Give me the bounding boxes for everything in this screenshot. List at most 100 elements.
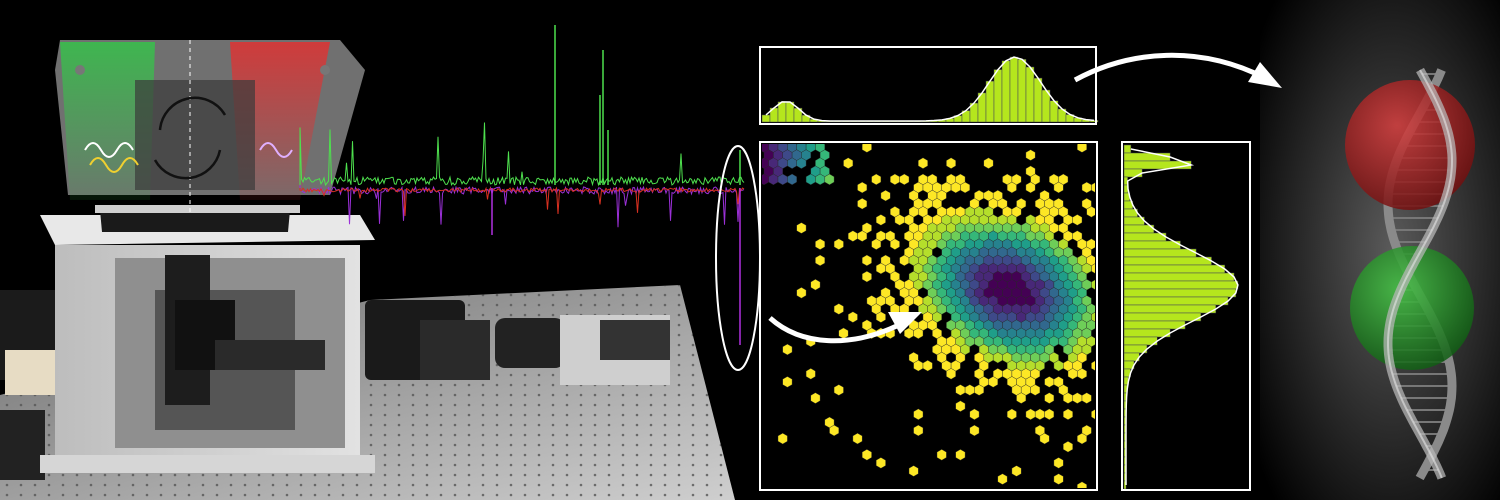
hex-bin <box>918 157 928 169</box>
hist-bar <box>1123 256 1212 266</box>
hex-bin <box>983 157 994 169</box>
hex-bin <box>824 173 835 186</box>
backbone-highlight <box>1387 69 1453 479</box>
hist-bar <box>1123 296 1229 306</box>
hex-bin <box>969 424 980 437</box>
post <box>0 410 45 480</box>
hex-bin <box>796 222 807 234</box>
hist-bar <box>1123 312 1202 322</box>
screw <box>320 65 330 75</box>
hist-bar <box>1123 240 1181 250</box>
hex-bin <box>810 279 821 291</box>
hist-bar <box>1123 160 1192 170</box>
hex-bin <box>1091 360 1095 371</box>
hex-bin <box>857 181 868 194</box>
hex-bin <box>913 408 924 420</box>
fit-curve <box>765 56 1095 122</box>
hist-bar <box>1123 288 1237 298</box>
hist-bar <box>1017 59 1027 123</box>
hex-bin <box>862 270 872 283</box>
structure-backdrop <box>1260 0 1500 500</box>
donor-volume <box>1350 246 1474 370</box>
hex-bin <box>857 198 868 210</box>
optics <box>0 290 670 480</box>
screw <box>75 65 85 75</box>
hex-bin <box>805 368 816 380</box>
hex-bin <box>852 432 863 445</box>
side-histogram <box>1123 144 1239 490</box>
hist-bar <box>761 114 771 123</box>
red-trace <box>299 186 745 217</box>
hex-bin <box>946 368 956 380</box>
hex-bin <box>1011 465 1022 477</box>
hex-bin <box>955 400 966 412</box>
hex-bin <box>815 238 825 250</box>
hex-bin <box>880 189 891 202</box>
arrow <box>1073 52 1267 83</box>
hex-bin <box>1025 149 1036 161</box>
hex-bin <box>1016 392 1027 404</box>
hex-bin <box>1053 181 1064 194</box>
hex-bin <box>787 173 797 186</box>
lid-window <box>135 80 255 190</box>
hex-bin <box>777 432 788 445</box>
hex-bin <box>1072 214 1083 226</box>
hex-bin <box>997 473 1008 485</box>
green-beam <box>60 42 155 200</box>
hist-bar <box>1123 152 1171 162</box>
hex-bin <box>862 254 872 267</box>
hex-bin <box>1091 182 1095 193</box>
hex-bin <box>1044 408 1055 420</box>
hex-bin <box>1053 473 1064 485</box>
hex-bin <box>1053 457 1064 469</box>
hex-bin <box>1091 263 1095 274</box>
camera-top <box>600 320 670 360</box>
hex-panel-frame <box>759 141 1098 491</box>
hex-bin <box>782 343 793 356</box>
hist-bar <box>1123 336 1158 346</box>
hex-bin <box>974 384 984 396</box>
hist-bar <box>1123 232 1167 242</box>
hex-bin <box>796 287 807 299</box>
green-trace <box>299 122 745 187</box>
acceptor-volume <box>1345 80 1475 210</box>
arrow-head <box>888 312 922 334</box>
hex-bin <box>1039 432 1050 445</box>
hex-bin <box>782 376 793 388</box>
hist-bar <box>1123 144 1132 154</box>
hex-bin <box>955 449 966 461</box>
hist-bar <box>1001 60 1011 123</box>
detector <box>5 350 60 395</box>
hex-bin <box>876 311 886 323</box>
hist-bar <box>985 80 995 123</box>
hist-bar <box>1123 264 1226 274</box>
hex-bin <box>1086 206 1095 218</box>
hex-bin <box>936 449 947 461</box>
hex-bin <box>829 424 839 437</box>
violet-wave <box>259 142 293 158</box>
hex-bin <box>890 238 900 250</box>
top-panel-frame <box>759 46 1097 125</box>
hex-bin <box>1063 408 1073 420</box>
arrow-head <box>1248 62 1282 88</box>
hex-bin <box>871 173 882 186</box>
hex-bin <box>862 144 872 153</box>
arrow <box>768 316 907 344</box>
hex-bin <box>871 238 882 250</box>
hex-bin <box>833 303 844 315</box>
top-histogram <box>761 56 1099 123</box>
side-panel-frame <box>1121 141 1251 491</box>
spectrum <box>299 25 745 345</box>
stage-plate <box>100 210 290 232</box>
hex-bin <box>1077 144 1087 153</box>
hex-bin <box>922 360 933 372</box>
hexbin-plot <box>762 144 1095 488</box>
microscope <box>40 205 375 473</box>
hex-bin <box>913 424 924 437</box>
hex-bin <box>1025 181 1036 194</box>
hex-bin <box>848 311 858 323</box>
hex-bin <box>899 173 910 186</box>
hex-bin <box>857 230 868 242</box>
hex-bin <box>988 376 998 388</box>
